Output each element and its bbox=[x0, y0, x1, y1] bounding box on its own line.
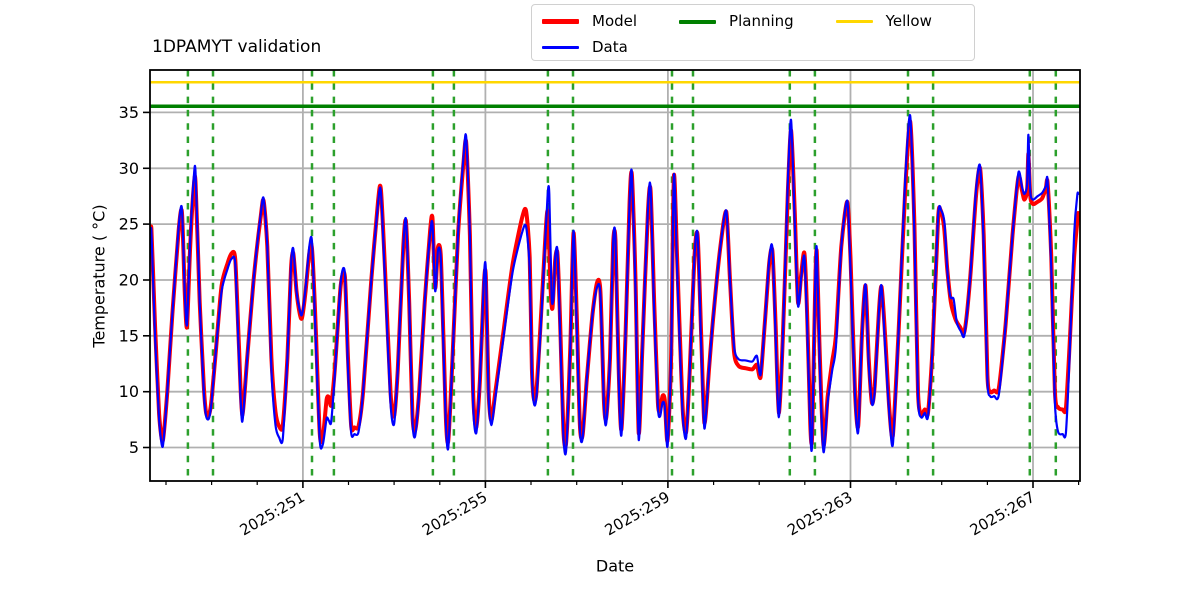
x-tick-label: 2025:263 bbox=[784, 488, 855, 540]
y-tick-label: 15 bbox=[119, 326, 139, 345]
planning-line-swatch bbox=[679, 19, 717, 24]
series-group bbox=[150, 114, 1080, 456]
legend-column-2: Planning bbox=[679, 12, 794, 31]
x-tick-label: 2025:255 bbox=[419, 488, 490, 540]
x-tick-label: 2025:267 bbox=[967, 488, 1038, 540]
legend-column-1: Model Data bbox=[542, 12, 637, 57]
x-axis-label: Date bbox=[595, 556, 635, 576]
x-tick-label: 2025:251 bbox=[237, 488, 308, 540]
legend-label-planning: Planning bbox=[729, 12, 794, 30]
y-tick-label: 5 bbox=[129, 438, 139, 457]
chart-title: 1DPAMYT validation bbox=[152, 37, 322, 57]
model-line-swatch bbox=[542, 19, 579, 24]
legend-label-data: Data bbox=[592, 38, 628, 56]
y-tick-label: 30 bbox=[119, 159, 139, 178]
legend-item-model: Model bbox=[542, 12, 637, 31]
legend-item-data: Data bbox=[542, 38, 637, 57]
yellow-line-swatch bbox=[835, 20, 873, 23]
legend-column-3: Yellow bbox=[835, 12, 932, 31]
x-tick-label: 2025:259 bbox=[602, 488, 673, 540]
legend-item-yellow: Yellow bbox=[835, 12, 932, 31]
legend-label-yellow: Yellow bbox=[885, 12, 932, 30]
y-tick-label: 20 bbox=[119, 271, 139, 290]
legend-item-planning: Planning bbox=[679, 12, 794, 31]
axes-spines bbox=[149, 69, 1081, 482]
y-tick-label: 35 bbox=[119, 103, 139, 122]
y-tick-label: 10 bbox=[119, 382, 139, 401]
legend-label-model: Model bbox=[592, 12, 638, 30]
data-line bbox=[150, 114, 1080, 456]
legend: Model Data Planning Yellow bbox=[531, 4, 975, 61]
y-tick-label: 25 bbox=[119, 215, 139, 234]
data-line-swatch bbox=[542, 46, 579, 49]
y-axis-label: Temperature ( °C) bbox=[89, 204, 109, 348]
